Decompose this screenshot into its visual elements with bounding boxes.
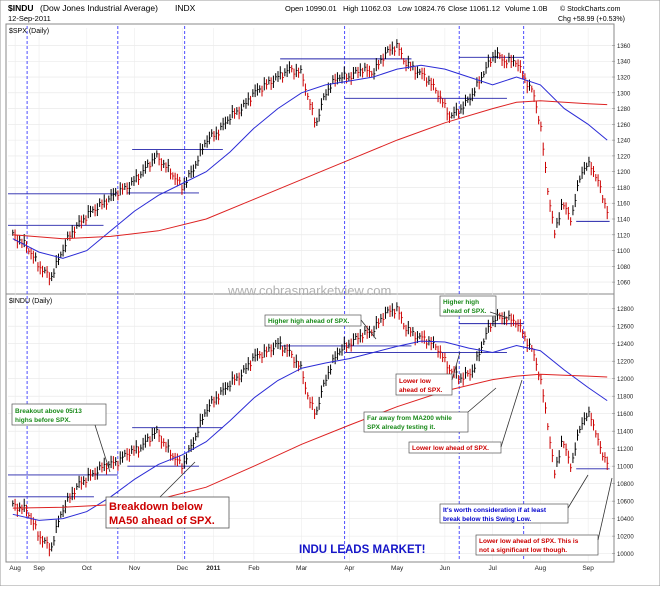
open-value: Open 10990.01	[285, 4, 337, 13]
indu-y-tick-label: 11000	[617, 465, 634, 471]
x-tick-label: Sep	[582, 565, 594, 572]
indu-panel-label: $INDU (Daily)	[9, 298, 52, 305]
annotation-lower-low-2-text: Lower low ahead of SPX.	[412, 445, 489, 452]
indu-y-tick-label: 11200	[617, 447, 634, 453]
chart-symbol: $INDU	[8, 3, 34, 13]
volume-value: Volume 1.0B	[505, 4, 548, 13]
indu-y-tick-label: 12400	[617, 342, 634, 348]
x-tick-label: Apr	[344, 565, 355, 572]
change-value: Chg +58.99 (+0.53%)	[558, 16, 625, 23]
indu-y-axis: 10000 10200 10400 10600 10800 11000 11200 11400…	[612, 307, 634, 558]
annotation-lower-low-1: Lower low ahead of SPX.	[395, 351, 461, 396]
annotation-far-from-ma200: Far away from MA200 while SPX already te…	[363, 387, 497, 433]
x-tick-label: Jun	[440, 565, 451, 572]
spx-plot	[8, 39, 610, 286]
annotation-far-from-ma200-line1: Far away from MA200 while	[367, 415, 452, 422]
annotation-higher-high-2-line2: ahead of SPX.	[443, 308, 487, 315]
annotation-breakout-line2: highs before SPX.	[15, 417, 71, 424]
spx-y-tick-label: 1320	[617, 76, 631, 82]
spx-y-tick-label: 1080	[617, 265, 631, 271]
chart-exchange: INDX	[175, 3, 196, 13]
x-tick-label: Jul	[488, 565, 497, 572]
x-tick-label: Aug	[535, 565, 547, 572]
annotation-lower-low-3-line1: Lower low ahead of SPX. This is	[479, 538, 579, 545]
x-tick-label: Feb	[248, 565, 260, 572]
annotation-breakout-line1: Breakout above 05/13	[15, 408, 82, 415]
spx-y-tick-label: 1280	[617, 107, 631, 113]
spx-y-axis: 1060 1080 1100 1120 1140 1160 1180 1200 1220 1240…	[612, 44, 631, 287]
spx-y-tick-label: 1120	[617, 233, 631, 239]
annotations: Breakout above 05/13 highs before SPX. B…	[11, 295, 613, 556]
x-axis: Aug Sep Oct Nov Dec 2011 Feb Mar Apr May Jun Jul Aug…	[9, 565, 594, 572]
annotation-lower-low-1-line1: Lower low	[399, 378, 432, 385]
annotation-breakdown: Breakdown below MA50 ahead of SPX.	[105, 461, 230, 529]
indu-y-tick-label: 10200	[617, 535, 634, 541]
spx-ma200-line	[12, 100, 608, 240]
annotation-higher-high-1: Higher high ahead of SPX.	[264, 314, 377, 340]
indu-y-tick-label: 11600	[617, 412, 634, 418]
x-tick-label: Mar	[296, 565, 308, 572]
banner-text: INDU LEADS MARKET!	[299, 544, 426, 556]
indu-y-tick-label: 12800	[617, 307, 634, 313]
spx-y-tick-label: 1140	[617, 218, 631, 224]
spx-y-tick-label: 1180	[617, 186, 631, 192]
indu-y-tick-label: 12000	[617, 377, 634, 383]
indu-y-tick-label: 10800	[617, 482, 634, 488]
indu-y-tick-label: 11400	[617, 430, 634, 436]
x-tick-label: Aug	[9, 565, 21, 572]
annotation-lower-low-1-line2: ahead of SPX.	[399, 387, 443, 394]
indu-y-tick-label: 11800	[617, 395, 634, 401]
annotation-far-from-ma200-line2: SPX already testing it.	[367, 424, 435, 431]
event-vertical-lines	[26, 26, 525, 560]
spx-y-tick-label: 1240	[617, 139, 631, 145]
x-tick-label: Dec	[176, 565, 188, 572]
brand-label: © StockCharts.com	[560, 5, 621, 13]
x-tick-label: Oct	[82, 565, 92, 572]
spx-y-tick-label: 1300	[617, 91, 631, 97]
annotation-breakout: Breakout above 05/13 highs before SPX.	[11, 403, 111, 473]
annotation-higher-high-2: Higher high ahead of SPX.	[439, 295, 509, 319]
spx-y-tick-label: 1340	[617, 60, 631, 66]
x-tick-label: May	[391, 565, 404, 572]
annotation-lower-low-3: Lower low ahead of SPX. This is not a si…	[475, 477, 613, 556]
close-value: Close 11061.12	[448, 4, 500, 13]
indu-panel	[5, 293, 615, 563]
annotation-worth-consideration-line1: It's worth consideration if at least	[443, 507, 547, 514]
indu-y-tick-label: 10400	[617, 517, 634, 523]
chart-name: (Dow Jones Industrial Average)	[40, 3, 158, 13]
x-tick-label: Nov	[129, 565, 141, 572]
spx-panel-label: $SPX (Daily)	[9, 28, 49, 35]
spx-y-tick-label: 1100	[617, 249, 631, 255]
spx-y-tick-label: 1200	[617, 170, 631, 176]
annotation-worth-consideration: It's worth consideration if at least bre…	[439, 474, 589, 524]
spx-y-tick-label: 1360	[617, 44, 631, 50]
annotation-breakdown-line1: Breakdown below	[109, 501, 203, 513]
chart-date: 12-Sep-2011	[8, 14, 51, 23]
indu-y-tick-label: 12600	[617, 325, 634, 331]
spx-y-tick-label: 1160	[617, 202, 631, 208]
spx-ma50-line	[12, 64, 608, 259]
annotation-breakdown-line2: MA50 ahead of SPX.	[109, 515, 215, 527]
spx-y-tick-label: 1260	[617, 123, 631, 129]
spx-y-tick-label: 1220	[617, 154, 631, 160]
indu-ma50-line	[12, 340, 608, 521]
annotation-higher-high-2-line1: Higher high	[443, 299, 479, 306]
x-tick-label: 2011	[206, 565, 220, 572]
indu-y-tick-label: 10000	[617, 552, 634, 558]
x-tick-label: Sep	[33, 565, 45, 572]
annotation-higher-high-1-text: Higher high ahead of SPX.	[268, 318, 349, 325]
watermark: www.cobrasmarketview.com	[227, 283, 391, 298]
spx-y-tick-label: 1060	[617, 281, 631, 287]
annotation-lower-low-2: Lower low ahead of SPX.	[408, 379, 523, 454]
low-value: Low 10824.76	[398, 4, 445, 13]
annotation-worth-consideration-line2: break below this Swing Low.	[443, 516, 531, 523]
indu-y-tick-label: 10600	[617, 500, 634, 506]
indu-y-tick-label: 12200	[617, 360, 634, 366]
annotation-lower-low-3-line2: not a significant low though.	[479, 547, 567, 554]
high-value: High 11062.03	[343, 4, 391, 13]
